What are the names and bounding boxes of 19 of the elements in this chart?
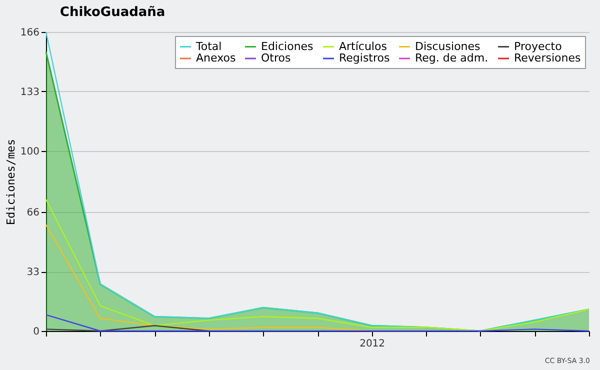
legend-label: Reversiones — [514, 52, 581, 64]
y-tick-label: 166 — [20, 28, 40, 38]
x-tick-label: 2012 — [360, 338, 386, 350]
chart-title: ChikoGuadaña — [60, 5, 166, 20]
y-axis-title: Ediciones/mes — [4, 138, 18, 226]
legend-label: Reg. de adm. — [415, 52, 488, 64]
legend-label: Discusiones — [415, 40, 481, 53]
legend-label: Proyecto — [514, 40, 562, 53]
y-tick-label: 0 — [33, 326, 40, 338]
legend-label: Artículos — [339, 40, 388, 53]
legend-label: Otros — [261, 52, 291, 64]
legend-label: Registros — [339, 52, 390, 64]
y-tick-label: 33 — [26, 267, 40, 278]
y-tick-label: 100 — [20, 146, 40, 158]
legend-label: Ediciones — [261, 40, 314, 53]
legend-label: Anexos — [196, 52, 236, 64]
y-tick-label: 66 — [26, 208, 40, 219]
y-tick-label: 133 — [20, 86, 40, 98]
legend-label: Total — [195, 40, 222, 53]
